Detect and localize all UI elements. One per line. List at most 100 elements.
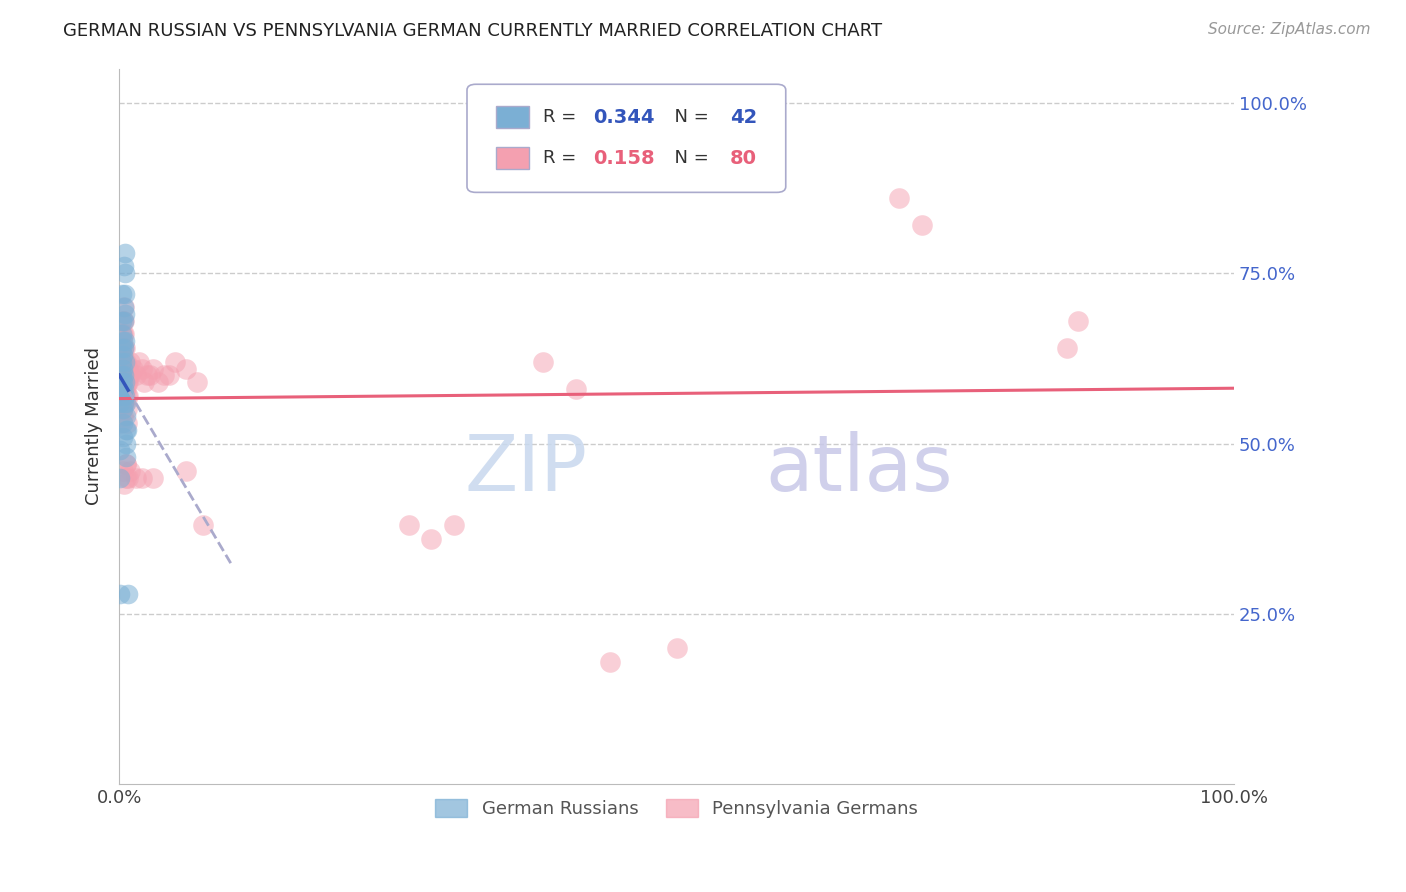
Point [110, 354, 132, 368]
Point [111, 348, 134, 362]
Point [112, 341, 135, 355]
FancyBboxPatch shape [467, 84, 786, 193]
Point [111, 354, 134, 368]
Point [115, 423, 138, 437]
Point [110, 361, 132, 376]
Point [117, 361, 139, 376]
Point [111, 368, 134, 383]
Point [117, 470, 139, 484]
Point [115, 416, 138, 430]
Point [110, 327, 132, 342]
Point [117, 389, 139, 403]
Point [111, 341, 134, 355]
Point [114, 375, 136, 389]
Point [111, 464, 134, 478]
Point [120, 464, 142, 478]
Point [531, 354, 554, 368]
Point [159, 368, 181, 383]
Point [115, 382, 138, 396]
Point [1067, 314, 1090, 328]
Point [112, 327, 135, 342]
Point [111, 361, 134, 376]
Point [142, 361, 165, 376]
Point [125, 368, 148, 383]
Point [115, 395, 138, 409]
Point [111, 395, 134, 409]
Point [115, 470, 138, 484]
Point [132, 375, 155, 389]
Point [111, 402, 134, 417]
Point [115, 389, 138, 403]
Y-axis label: Currently Married: Currently Married [86, 348, 103, 506]
Point [114, 382, 136, 396]
Point [117, 586, 139, 600]
Point [115, 436, 138, 450]
Point [110, 348, 132, 362]
Text: N =: N = [664, 149, 714, 167]
Text: 0.158: 0.158 [593, 148, 655, 168]
Point [174, 361, 197, 376]
Point [131, 470, 153, 484]
Point [112, 259, 135, 273]
Point [110, 286, 132, 301]
Point [117, 375, 139, 389]
Point [112, 368, 135, 383]
Legend: German Russians, Pennsylvania Germans: German Russians, Pennsylvania Germans [427, 792, 925, 825]
Point [114, 354, 136, 368]
Point [114, 341, 136, 355]
Point [110, 382, 132, 396]
Point [110, 375, 132, 389]
Point [110, 327, 132, 342]
Point [115, 402, 138, 417]
Point [114, 286, 136, 301]
Point [443, 518, 465, 533]
Point [110, 389, 132, 403]
Point [911, 219, 934, 233]
Point [118, 368, 141, 383]
Point [110, 443, 132, 458]
Point [112, 477, 135, 491]
Point [115, 375, 138, 389]
Point [114, 307, 136, 321]
Text: ZIP: ZIP [464, 432, 588, 508]
Point [111, 314, 134, 328]
Text: 0.344: 0.344 [593, 108, 654, 127]
Point [110, 395, 132, 409]
Text: atlas: atlas [766, 432, 953, 508]
Point [112, 382, 135, 396]
Point [112, 354, 135, 368]
Text: 42: 42 [730, 108, 758, 127]
Text: N =: N = [664, 108, 714, 126]
Point [115, 423, 138, 437]
Point [110, 368, 132, 383]
Point [174, 464, 197, 478]
Point [111, 430, 134, 444]
Point [110, 375, 132, 389]
Point [114, 245, 136, 260]
Point [153, 368, 176, 383]
Point [111, 389, 134, 403]
Point [110, 470, 132, 484]
Point [110, 402, 132, 417]
Point [128, 354, 150, 368]
Point [139, 368, 162, 383]
Point [110, 389, 132, 403]
Point [112, 300, 135, 314]
Text: R =: R = [543, 108, 582, 126]
Point [111, 416, 134, 430]
Point [398, 518, 420, 533]
Point [112, 382, 135, 396]
Point [110, 586, 132, 600]
Point [115, 457, 138, 471]
Point [115, 368, 138, 383]
Point [114, 368, 136, 383]
Point [114, 354, 136, 368]
Point [163, 354, 186, 368]
Point [121, 361, 143, 376]
Point [110, 416, 132, 430]
Text: R =: R = [543, 149, 582, 167]
Point [112, 395, 135, 409]
Point [111, 334, 134, 349]
Point [111, 409, 134, 424]
Point [120, 354, 142, 368]
